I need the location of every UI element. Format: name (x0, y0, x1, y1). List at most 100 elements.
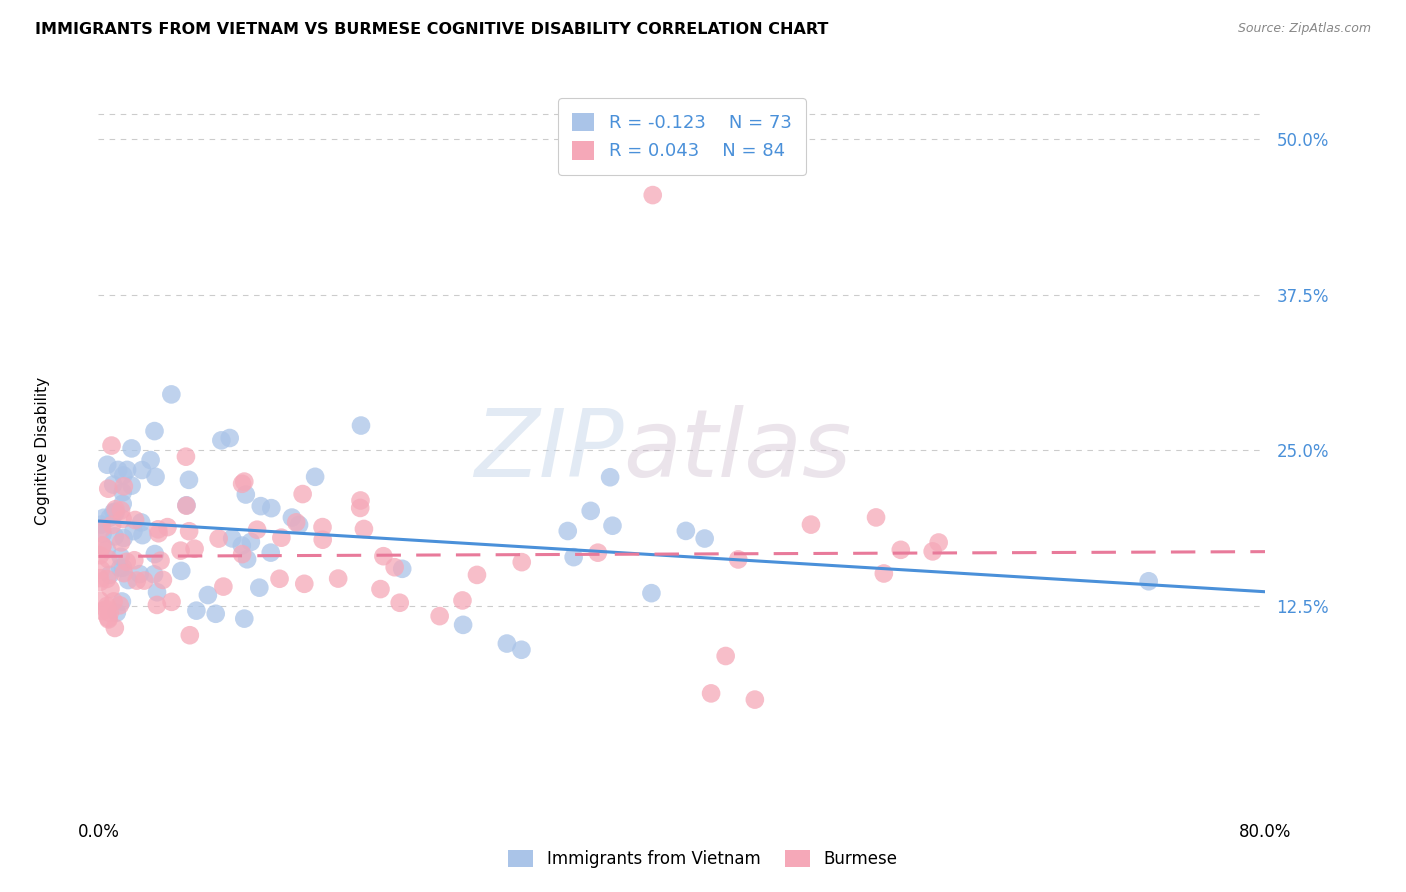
Point (510, 642, 533, 657)
Point (149, 554, 172, 568)
Point (145, 470, 167, 484)
Point (429, 609, 451, 624)
Point (231, 547, 253, 561)
Point (110, 535, 132, 549)
Point (121, 478, 143, 492)
Point (90, 604, 112, 618)
Point (235, 487, 257, 501)
Point (146, 522, 169, 536)
Point (111, 594, 134, 608)
Point (233, 612, 256, 626)
Point (91, 539, 114, 553)
Point (170, 564, 193, 578)
Point (90, 563, 112, 577)
Text: IMMIGRANTS FROM VIETNAM VS BURMESE COGNITIVE DISABILITY CORRELATION CHART: IMMIGRANTS FROM VIETNAM VS BURMESE COGNI… (35, 22, 828, 37)
Point (91, 522, 114, 536)
Point (384, 560, 406, 574)
Point (373, 549, 395, 564)
Point (97, 482, 120, 496)
Point (131, 528, 153, 542)
Point (148, 526, 170, 541)
Point (98, 510, 121, 524)
Point (557, 524, 579, 538)
Point (312, 533, 335, 547)
Point (212, 580, 235, 594)
Point (110, 503, 132, 517)
Point (96, 572, 118, 586)
Point (143, 567, 166, 582)
Point (260, 546, 283, 560)
Point (176, 499, 198, 513)
Point (94, 602, 117, 616)
Point (115, 555, 138, 569)
Point (89, 548, 111, 562)
Point (714, 648, 737, 663)
Legend: R = -0.123    N = 73, R = 0.043    N = 84: R = -0.123 N = 73, R = 0.043 N = 84 (558, 98, 806, 175)
Point (496, 636, 519, 650)
Point (117, 573, 139, 587)
Point (100, 438, 122, 452)
Point (124, 513, 146, 527)
Point (105, 606, 128, 620)
Point (247, 581, 270, 595)
Point (209, 434, 232, 448)
Point (112, 566, 135, 581)
Point (281, 510, 304, 524)
Point (579, 504, 602, 518)
Point (131, 463, 153, 477)
Point (97, 611, 120, 625)
Point (143, 424, 166, 438)
Point (96, 599, 118, 613)
Point (98, 606, 121, 620)
Point (121, 442, 143, 456)
Point (865, 510, 887, 524)
Text: Source: ZipAtlas.com: Source: ZipAtlas.com (1237, 22, 1371, 36)
Point (104, 506, 127, 520)
Point (233, 475, 256, 489)
Point (179, 628, 201, 642)
Point (873, 566, 896, 581)
Point (599, 470, 621, 484)
Point (146, 585, 169, 599)
Point (602, 518, 624, 533)
Point (328, 572, 350, 586)
Point (260, 501, 283, 516)
Point (204, 607, 226, 621)
Point (675, 524, 697, 538)
Point (586, 546, 609, 560)
Point (291, 487, 314, 501)
Point (111, 512, 134, 526)
Point (108, 599, 131, 613)
Point (108, 561, 131, 575)
Point (139, 453, 162, 467)
Point (270, 531, 292, 545)
Point (100, 582, 122, 596)
Point (1137, 574, 1160, 589)
Point (98, 567, 121, 582)
Point (800, 517, 823, 532)
Point (921, 544, 943, 558)
Point (231, 539, 253, 553)
Point (97, 552, 120, 566)
Point (218, 431, 240, 445)
Point (112, 468, 135, 483)
Point (93, 510, 115, 524)
Point (125, 574, 148, 588)
Point (160, 595, 183, 609)
Point (115, 463, 138, 477)
Point (174, 450, 197, 464)
Point (112, 531, 135, 545)
Point (104, 529, 127, 543)
Point (288, 517, 311, 532)
Point (727, 552, 749, 566)
Point (197, 588, 219, 602)
Point (208, 532, 231, 546)
Point (465, 568, 488, 582)
Point (353, 522, 375, 536)
Point (304, 470, 326, 484)
Point (700, 686, 723, 700)
Point (89, 571, 111, 585)
Point (451, 593, 474, 607)
Point (89, 593, 111, 607)
Point (91, 539, 114, 553)
